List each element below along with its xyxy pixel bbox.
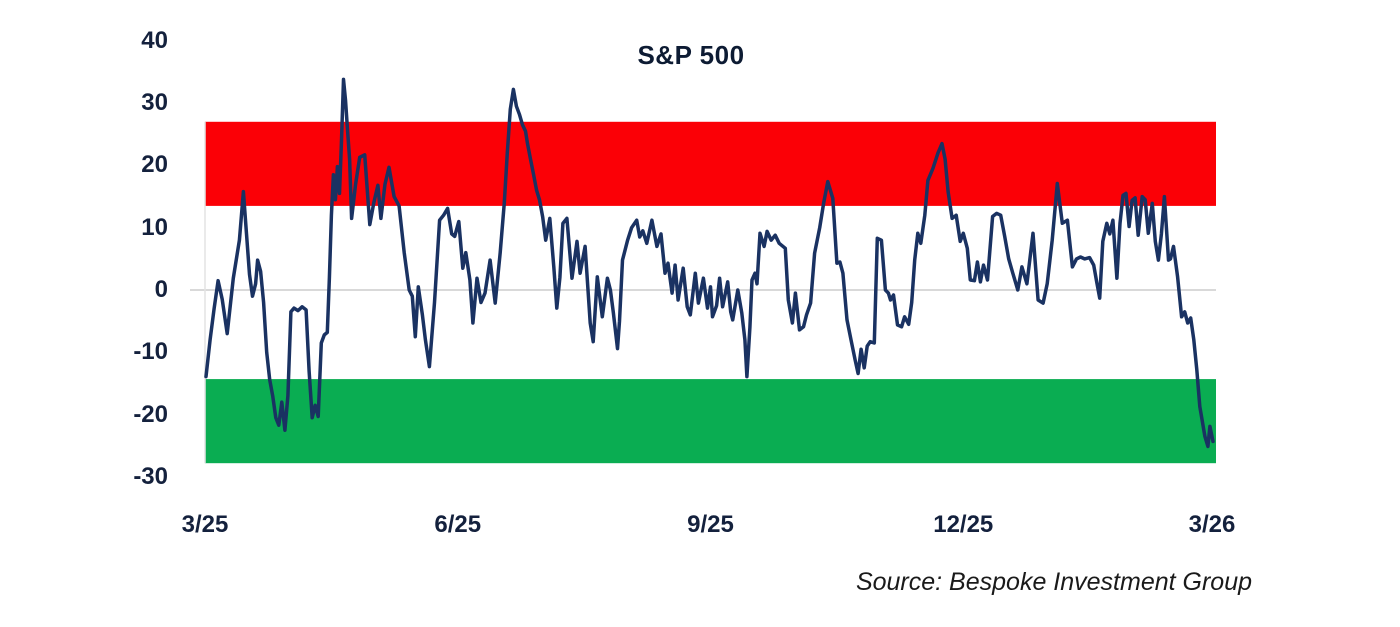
sp500-line xyxy=(204,77,1215,449)
y-tick-label: 0 xyxy=(154,276,168,303)
y-tick-label: 40 xyxy=(141,26,168,54)
upper-red-band xyxy=(205,121,1216,206)
source-credit: Source: Bespoke Investment Group xyxy=(855,568,1252,596)
x-tick-label: 3/26 xyxy=(1188,511,1236,538)
y-tick-label: -10 xyxy=(133,338,168,366)
x-tick-label: 6/25 xyxy=(434,511,482,538)
chart-title: S&P 500 xyxy=(637,40,745,70)
y-tick-label: 20 xyxy=(141,151,168,179)
y-tick-label: -30 xyxy=(133,462,168,490)
lower-green-band xyxy=(205,379,1216,464)
y-tick-label: 10 xyxy=(141,213,168,241)
y-tick-label: -20 xyxy=(133,400,168,428)
y-tick-label: 30 xyxy=(141,89,168,117)
x-tick-label: 12/25 xyxy=(933,511,994,538)
x-tick-label: 3/25 xyxy=(181,511,229,538)
x-tick-label: 9/25 xyxy=(687,511,734,538)
